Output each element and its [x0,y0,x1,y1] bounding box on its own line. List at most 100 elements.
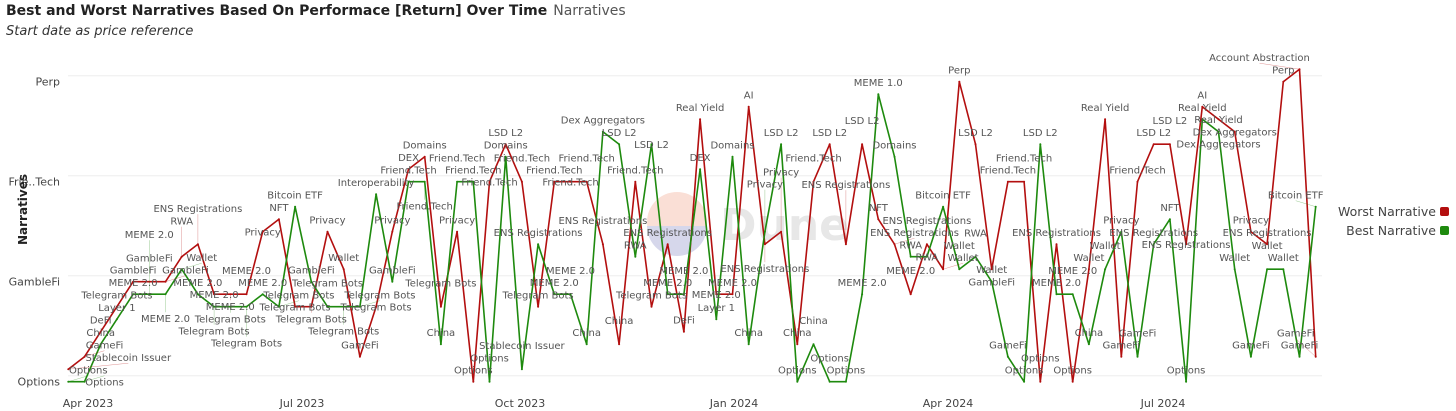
data-point[interactable] [990,280,993,283]
legend-worst-label[interactable]: Worst Narrative [1338,204,1436,219]
data-point[interactable] [358,305,361,308]
data-point[interactable] [423,155,426,158]
data-point[interactable] [666,243,669,246]
data-point[interactable] [553,293,556,296]
data-point[interactable] [1152,243,1155,246]
data-point[interactable] [634,180,637,183]
data-point[interactable] [650,143,653,146]
data-point[interactable] [520,180,523,183]
legend-best-label[interactable]: Best Narrative [1346,223,1436,238]
data-point[interactable] [942,205,945,208]
data-point[interactable] [294,205,297,208]
data-point[interactable] [391,230,394,233]
legend-worst-swatch[interactable] [1440,207,1449,216]
data-point[interactable] [1087,268,1090,271]
data-point[interactable] [277,305,280,308]
data-point[interactable] [763,230,766,233]
data-point[interactable] [585,180,588,183]
data-point[interactable] [1055,293,1058,296]
data-point[interactable] [844,380,847,383]
data-point[interactable] [1185,243,1188,246]
data-point[interactable] [747,105,750,108]
data-point[interactable] [585,343,588,346]
data-point[interactable] [261,293,264,296]
data-point[interactable] [958,80,961,83]
data-point[interactable] [472,380,475,383]
data-point[interactable] [326,305,329,308]
data-point[interactable] [1201,118,1204,121]
data-point[interactable] [375,193,378,196]
data-point[interactable] [893,243,896,246]
data-point[interactable] [990,268,993,271]
data-point[interactable] [1314,355,1317,358]
data-point[interactable] [213,305,216,308]
data-point[interactable] [1282,80,1285,83]
data-point[interactable] [715,293,718,296]
data-point[interactable] [1120,230,1123,233]
data-point[interactable] [261,230,264,233]
data-point[interactable] [618,343,621,346]
data-point[interactable] [1055,243,1058,246]
data-point[interactable] [780,230,783,233]
data-point[interactable] [67,380,70,383]
data-point[interactable] [1120,355,1123,358]
data-point[interactable] [456,180,459,183]
data-point[interactable] [164,280,167,283]
data-point[interactable] [245,293,248,296]
data-point[interactable] [828,380,831,383]
data-point[interactable] [601,243,604,246]
data-point[interactable] [196,243,199,246]
data-point[interactable] [229,293,232,296]
data-point[interactable] [925,243,928,246]
data-point[interactable] [423,180,426,183]
data-point[interactable] [358,355,361,358]
data-point[interactable] [942,268,945,271]
data-point[interactable] [375,305,378,308]
data-point[interactable] [504,155,507,158]
data-point[interactable] [1233,268,1236,271]
data-point[interactable] [699,168,702,171]
data-point[interactable] [1314,205,1317,208]
data-point[interactable] [83,355,86,358]
data-point[interactable] [1168,218,1171,221]
data-point[interactable] [504,143,507,146]
data-point[interactable] [99,343,102,346]
data-point[interactable] [569,293,572,296]
data-point[interactable] [326,230,329,233]
data-point[interactable] [196,293,199,296]
data-point[interactable] [731,155,734,158]
data-point[interactable] [294,305,297,308]
data-point[interactable] [715,318,718,321]
data-point[interactable] [407,168,410,171]
data-point[interactable] [1249,355,1252,358]
data-point[interactable] [180,255,183,258]
data-point[interactable] [439,343,442,346]
data-point[interactable] [310,305,313,308]
data-point[interactable] [1233,130,1236,133]
data-point[interactable] [861,143,864,146]
data-point[interactable] [537,243,540,246]
data-point[interactable] [828,143,831,146]
data-point[interactable] [148,280,151,283]
data-point[interactable] [682,330,685,333]
data-point[interactable] [1217,130,1220,133]
data-point[interactable] [1282,268,1285,271]
data-point[interactable] [1136,355,1139,358]
data-point[interactable] [877,218,880,221]
data-point[interactable] [1298,68,1301,71]
data-point[interactable] [1266,268,1269,271]
data-point[interactable] [310,280,313,283]
data-point[interactable] [780,143,783,146]
data-point[interactable] [1104,118,1107,121]
data-point[interactable] [1168,143,1171,146]
data-point[interactable] [115,318,118,321]
data-point[interactable] [1023,380,1026,383]
data-point[interactable] [1298,355,1301,358]
data-point[interactable] [1087,343,1090,346]
data-point[interactable] [666,293,669,296]
data-point[interactable] [67,368,70,371]
data-point[interactable] [974,255,977,258]
data-point[interactable] [618,143,621,146]
data-point[interactable] [699,118,702,121]
data-point[interactable] [83,380,86,383]
